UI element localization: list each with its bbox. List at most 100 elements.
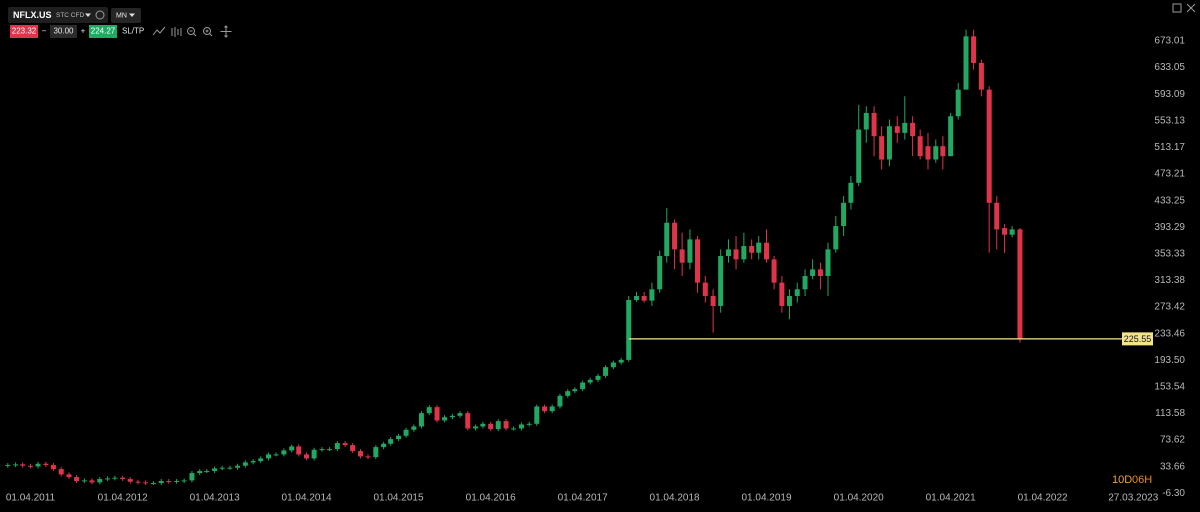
candle-body	[825, 249, 831, 277]
candle-body	[595, 375, 601, 380]
candle-body	[250, 461, 256, 463]
candle-body	[74, 477, 80, 482]
volume-increase[interactable]: +	[81, 27, 86, 36]
candle-body	[350, 445, 356, 452]
candle-body	[565, 391, 571, 396]
candle-body	[281, 450, 287, 455]
candle-body	[13, 464, 19, 466]
candle-body	[1017, 229, 1023, 340]
candle-body	[634, 295, 640, 300]
candle-body	[27, 465, 33, 467]
candle-body	[955, 89, 961, 117]
chart-type-icon[interactable]	[152, 26, 166, 36]
candle-body	[219, 467, 225, 469]
candle-body	[89, 480, 95, 483]
candle-body	[150, 483, 156, 485]
candle-body	[649, 289, 655, 301]
volume-decrease[interactable]: −	[42, 27, 47, 36]
candle-body	[572, 389, 578, 392]
y-tick-label: 473.21	[1154, 169, 1185, 180]
info-icon[interactable]	[95, 10, 105, 20]
current-price-label: 225.55	[1124, 334, 1152, 344]
candle-body	[833, 226, 839, 250]
y-tick-label: 553.13	[1154, 115, 1185, 126]
sltp-button[interactable]: SL/TP	[122, 27, 144, 36]
buy-button[interactable]	[89, 25, 117, 38]
volume-input[interactable]	[50, 25, 77, 38]
candle-body	[879, 136, 885, 160]
plot-area	[5, 29, 1122, 486]
candle-body	[910, 122, 916, 137]
candle-body	[395, 435, 401, 440]
close-button[interactable]	[1186, 3, 1196, 13]
pan-icon[interactable]	[220, 25, 232, 38]
x-tick-label: 01.04.2013	[190, 493, 240, 504]
y-tick-label: 633.05	[1154, 62, 1185, 73]
x-tick-label: 01.04.2020	[834, 493, 884, 504]
candle-body	[319, 449, 325, 451]
y-tick-label: 433.25	[1154, 195, 1185, 206]
candle-body	[710, 295, 716, 306]
candle-body	[5, 465, 11, 467]
maximize-button[interactable]	[1172, 3, 1182, 13]
candle-body	[235, 465, 241, 468]
x-tick-label: 01.04.2021	[926, 493, 976, 504]
sell-button[interactable]	[10, 25, 38, 38]
timer-days: 10D	[1112, 474, 1132, 486]
candle-body	[204, 471, 210, 473]
candle-body	[495, 421, 501, 430]
candle-body	[786, 295, 792, 306]
candle-body	[526, 423, 532, 425]
candle-body	[434, 407, 440, 421]
candle-body	[43, 463, 49, 466]
indicators-icon[interactable]	[171, 27, 182, 37]
candle-body	[127, 479, 133, 482]
y-tick-label: 113.58	[1155, 408, 1185, 419]
candle-body	[518, 424, 524, 429]
candle-body	[618, 359, 624, 363]
symbol-selector[interactable]	[8, 7, 108, 23]
interval-selector[interactable]	[111, 8, 141, 23]
y-tick-label: 513.17	[1154, 142, 1185, 153]
candle-body	[894, 126, 900, 133]
zoom-in-icon[interactable]	[203, 27, 211, 35]
candle-body	[986, 89, 992, 203]
candle-body	[657, 256, 663, 290]
candle-body	[58, 469, 64, 475]
candle-body	[20, 464, 26, 466]
y-tick-label: 33.66	[1160, 461, 1185, 472]
candle-body	[779, 282, 785, 306]
candle-body	[426, 407, 432, 414]
candle-body	[242, 462, 248, 466]
zoom-out-icon[interactable]	[187, 27, 195, 35]
x-tick-label: 01.04.2016	[466, 493, 516, 504]
candle-body	[863, 112, 869, 130]
candle-body	[488, 423, 494, 430]
candle-body	[917, 136, 923, 157]
x-tick-label: 01.04.2015	[373, 493, 423, 504]
x-tick-label: 27.03.2023	[1108, 493, 1158, 504]
candle-body	[273, 454, 279, 456]
candle-body	[641, 295, 647, 301]
candle-body	[381, 443, 387, 448]
y-tick-label: 273.42	[1154, 302, 1185, 313]
candle-body	[771, 259, 777, 283]
candle-body	[687, 239, 693, 263]
candle-body	[756, 242, 762, 253]
candle-body	[120, 477, 126, 480]
candle-body	[480, 423, 486, 427]
candle-body	[802, 276, 808, 290]
candle-body	[841, 202, 847, 227]
candle-body	[948, 116, 954, 157]
candle-body	[557, 395, 563, 407]
candle-body	[971, 36, 977, 63]
y-tick-label: 73.62	[1160, 435, 1185, 446]
y-tick-label: 353.33	[1154, 248, 1185, 259]
sell-price: 223.32	[12, 27, 37, 36]
candle-body	[326, 449, 332, 451]
candle-body	[473, 426, 479, 429]
candle-body	[764, 242, 770, 260]
timer-hours: 06H	[1132, 474, 1152, 486]
candle-body	[542, 406, 548, 412]
